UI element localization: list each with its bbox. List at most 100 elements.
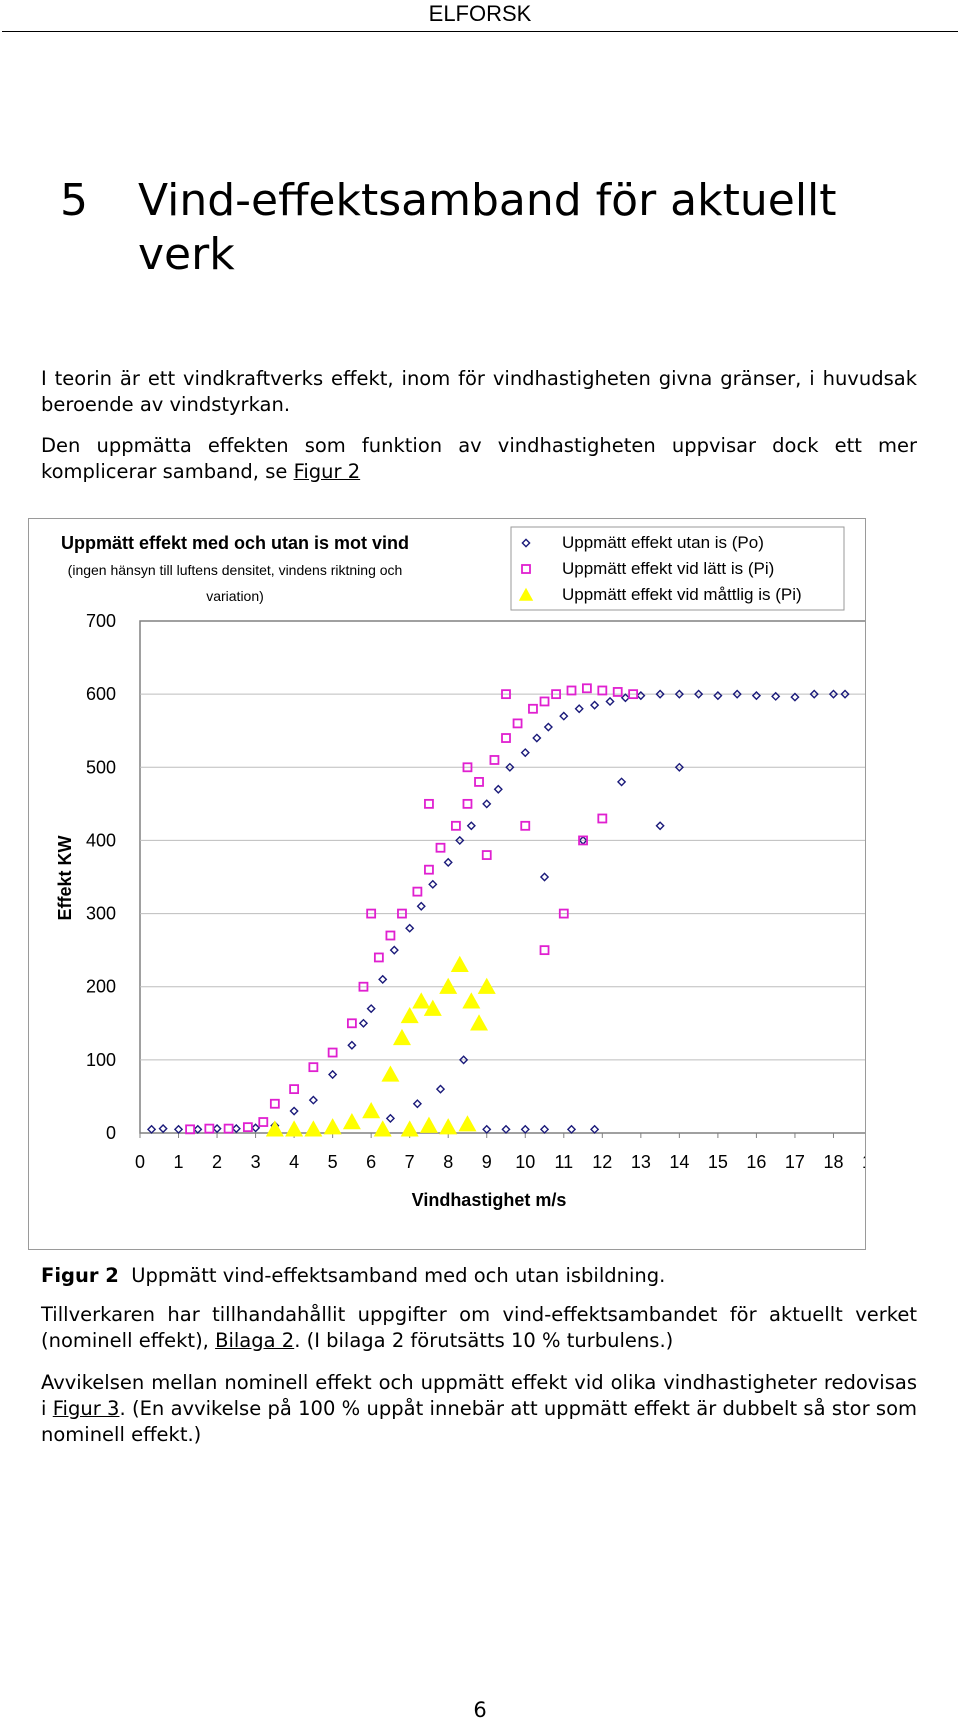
y-tick-label: 500	[86, 757, 116, 777]
data-point-diamond	[505, 762, 515, 772]
chart-frame: Uppmätt effekt med och utan is mot vind …	[28, 518, 882, 1250]
data-point-diamond	[231, 1124, 241, 1134]
data-point-square	[501, 689, 511, 700]
data-point-diamond	[358, 1018, 369, 1028]
data-point-diamond	[455, 835, 465, 846]
y-tick-label: 100	[86, 1050, 116, 1070]
data-point-diamond	[212, 1124, 222, 1134]
data-point-triangle	[462, 992, 481, 1009]
data-point-square	[612, 687, 623, 697]
figure-caption-label: Figur 2	[41, 1264, 119, 1287]
data-point-square	[308, 1062, 319, 1073]
x-tick-label: 5	[328, 1152, 338, 1172]
data-point-diamond	[158, 1124, 168, 1134]
data-point-diamond	[694, 689, 704, 699]
data-point-triangle	[458, 1115, 477, 1132]
data-point-square	[582, 683, 592, 694]
data-point-square	[520, 820, 531, 831]
legend-box	[510, 526, 845, 611]
data-point-diamond	[146, 1124, 157, 1134]
data-point-triangle	[450, 955, 469, 972]
x-tick-label: 17	[785, 1152, 805, 1172]
data-point-triangle	[392, 1028, 411, 1046]
data-point-triangle	[323, 1118, 342, 1135]
data-point-diamond	[566, 1124, 577, 1134]
x-tick-label: 3	[251, 1152, 261, 1172]
data-point-square	[481, 850, 492, 860]
x-tick-label: 6	[366, 1152, 376, 1172]
data-point-diamond	[574, 704, 584, 714]
data-point-square	[597, 685, 608, 696]
data-point-diamond	[828, 689, 839, 699]
data-point-square	[501, 733, 511, 743]
data-point-diamond	[416, 901, 426, 911]
figure-3-link[interactable]: Figur 3	[52, 1397, 120, 1420]
data-point-square	[269, 1098, 280, 1109]
data-point-square	[528, 703, 538, 714]
y-tick-label: 400	[86, 830, 116, 850]
data-point-square	[424, 798, 434, 809]
data-point-triangle	[373, 1120, 392, 1137]
data-point-diamond	[539, 872, 550, 882]
data-point-diamond	[616, 777, 627, 787]
data-point-square	[628, 689, 639, 700]
figure-caption: Figur 2 Uppmätt vind-effektsamband med o…	[41, 1263, 917, 1289]
section-title: Vind-effektsamband för aktuellt verk	[138, 175, 837, 280]
data-point-diamond	[389, 945, 399, 955]
paragraph-deviation-note: . (En avvikelse på 100 % uppåt innebär a…	[41, 1397, 917, 1446]
data-point-diamond	[428, 879, 438, 889]
data-point-diamond	[308, 1095, 318, 1105]
legend-label: Uppmätt effekt vid måttlig is (Pi)	[562, 585, 802, 604]
x-tick-label: 4	[289, 1152, 299, 1172]
figure-2-link[interactable]: Figur 2	[293, 460, 361, 483]
y-tick-label: 700	[86, 611, 116, 631]
chart-title: Uppmätt effekt med och utan is mot vind	[61, 533, 409, 553]
header-rule	[2, 31, 958, 32]
data-point-triangle	[477, 977, 496, 994]
data-point-diamond	[840, 689, 850, 699]
data-point-triangle	[439, 977, 458, 994]
data-point-triangle	[381, 1065, 400, 1082]
x-tick-label: 18	[823, 1152, 843, 1172]
data-point-triangle	[362, 1102, 381, 1119]
data-point-diamond	[655, 689, 665, 699]
paragraph-manufacturer: Tillverkaren har tillhandahållit uppgift…	[41, 1302, 917, 1354]
data-point-square	[373, 952, 384, 963]
data-point-diamond	[501, 1124, 511, 1134]
bilaga-2-link[interactable]: Bilaga 2	[215, 1329, 295, 1352]
data-point-square	[489, 755, 500, 765]
data-point-diamond	[771, 691, 781, 701]
data-point-square	[327, 1047, 338, 1058]
x-tick-label: 8	[443, 1152, 453, 1172]
data-point-diamond	[493, 784, 503, 794]
data-point-square	[462, 762, 473, 773]
y-tick-label: 0	[106, 1123, 116, 1143]
data-point-square	[566, 685, 577, 696]
chart-subtitle-line-2: variation)	[206, 588, 264, 604]
x-tick-label: 0	[135, 1152, 145, 1172]
x-tick-label: 13	[631, 1152, 651, 1172]
paragraph-manufacturer-text: Tillverkaren har tillhandahållit uppgift…	[41, 1303, 917, 1352]
data-point-square	[539, 945, 550, 956]
data-point-triangle	[419, 1116, 438, 1133]
data-point-square	[397, 908, 407, 919]
data-point-diamond	[543, 722, 553, 732]
data-point-diamond	[620, 693, 631, 703]
x-tick-label: 1	[174, 1152, 184, 1172]
data-point-triangle	[342, 1113, 361, 1130]
data-point-diamond	[435, 1084, 446, 1094]
data-point-diamond	[809, 689, 819, 699]
data-point-square	[366, 908, 377, 919]
data-point-square	[289, 1084, 300, 1095]
data-point-triangle	[412, 992, 431, 1009]
data-point-triangle	[400, 1120, 419, 1137]
data-point-square	[385, 930, 396, 941]
data-point-diamond	[539, 1124, 550, 1134]
x-tick-label: 19	[862, 1152, 865, 1172]
paragraph-deviation: Avvikelsen mellan nominell effekt och up…	[41, 1370, 917, 1448]
data-point-square	[558, 908, 569, 919]
x-tick-label: 2	[212, 1152, 222, 1172]
data-point-diamond	[378, 974, 388, 984]
data-point-diamond	[385, 1113, 396, 1123]
data-point-triangle	[285, 1120, 304, 1137]
